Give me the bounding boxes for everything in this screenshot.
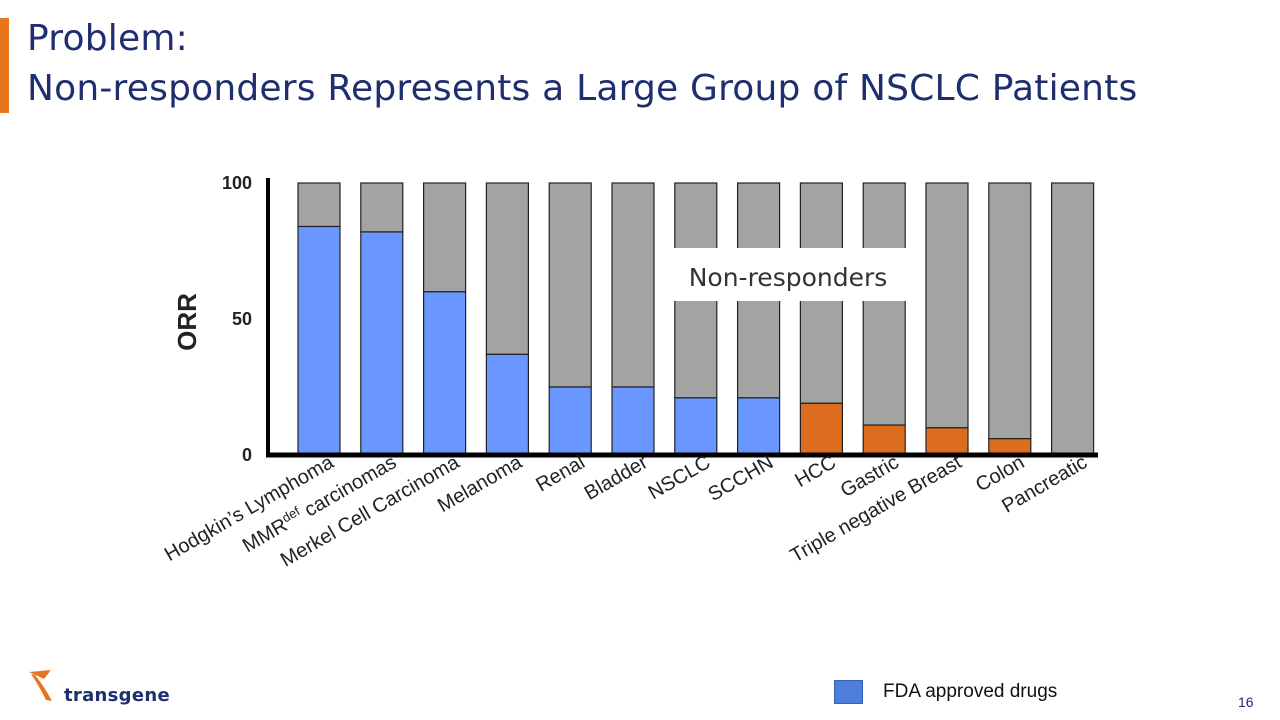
legend: FDA approved drugs (834, 678, 1057, 706)
bar-responders (423, 291, 467, 456)
bar-responders (548, 386, 592, 456)
bar-responders (799, 402, 844, 456)
slide-title: Problem: Non-responders Represents a Lar… (27, 14, 1137, 114)
annotation-non-responders: Non-responders (689, 263, 888, 292)
bar-non-responders (988, 182, 1032, 440)
title-line-1: Problem: (27, 18, 188, 59)
y-tick-label: 50 (232, 309, 252, 329)
bar-non-responders (548, 182, 592, 388)
y-tick-label: 100 (222, 173, 252, 193)
bar-non-responders (611, 182, 655, 388)
x-tick-label: SCCHN (705, 451, 778, 506)
x-tick-label: NSCLC (645, 451, 715, 504)
legend-swatch-fda (834, 680, 863, 704)
y-tick-label: 0 (242, 445, 252, 465)
bar-responders (736, 397, 781, 456)
title-accent-bar (0, 18, 9, 113)
bar-non-responders (925, 182, 969, 429)
bar-non-responders (297, 182, 341, 228)
x-tick-label: Renal (532, 451, 588, 496)
bar-non-responders (862, 182, 906, 426)
page-number: 16 (1238, 694, 1254, 710)
y-axis-label: ORR (172, 293, 202, 351)
bar-responders (862, 424, 906, 456)
bar-non-responders (485, 182, 529, 355)
logo-swoosh-icon (29, 670, 52, 701)
bar-responders (611, 386, 655, 456)
bar-responders (297, 225, 341, 456)
bar-responders (674, 397, 718, 456)
transgene-logo: transgene (26, 668, 196, 712)
bar-non-responders (423, 182, 467, 293)
x-tick-label: Bladder (581, 451, 652, 505)
bar-non-responders (1050, 182, 1095, 456)
annotation-box (669, 248, 907, 301)
bar-non-responders (360, 182, 404, 233)
logo-text: transgene (64, 685, 170, 706)
title-line-2: Non-responders Represents a Large Group … (27, 68, 1138, 109)
legend-label: FDA approved drugs (883, 681, 1058, 702)
bar-responders (485, 353, 529, 456)
bar-responders (925, 427, 969, 456)
bar-responders (360, 231, 404, 456)
orr-chart: 0 50 100 ORR Non-responders Hodgkin’s Lymphom… (150, 160, 1140, 640)
